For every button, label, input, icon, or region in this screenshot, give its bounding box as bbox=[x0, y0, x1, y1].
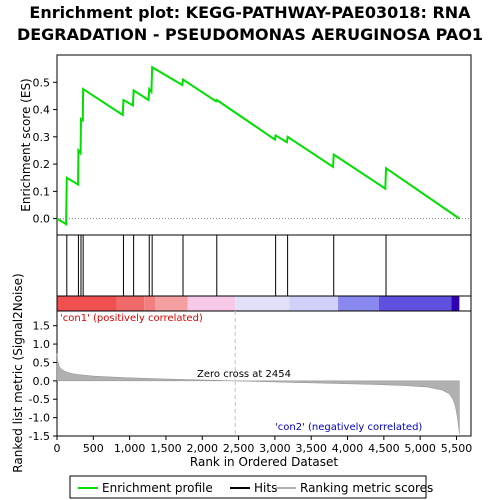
hits-group bbox=[66, 235, 387, 296]
x-tick-label: 1,000 bbox=[114, 442, 146, 455]
ranking-color-bar bbox=[57, 296, 460, 311]
color-bar-segment bbox=[116, 296, 145, 311]
color-bar-segment bbox=[187, 296, 236, 311]
color-bar-segment bbox=[155, 296, 188, 311]
color-bar-segment bbox=[57, 296, 117, 311]
metric-tick-label: -0.5 bbox=[29, 393, 50, 406]
x-tick-label: 5,000 bbox=[404, 442, 436, 455]
es-axis: 0.0 0.1 0.2 0.3 0.4 0.5 bbox=[33, 76, 471, 226]
x-tick-label: 3,500 bbox=[295, 442, 327, 455]
x-axis-label: Rank in Ordered Dataset bbox=[190, 455, 338, 469]
chart-title-line-2: DEGRADATION - PSEUDOMONAS AERUGINOSA PAO… bbox=[17, 25, 483, 44]
color-bar-segment bbox=[338, 296, 379, 311]
metric-tick-label: 0.0 bbox=[33, 375, 51, 388]
es-tick-label: 0.3 bbox=[33, 131, 51, 144]
x-tick-label: 1,500 bbox=[150, 442, 182, 455]
metric-tick-label: -1.0 bbox=[29, 412, 50, 425]
legend: Enrichment profile Hits Ranking metric s… bbox=[69, 475, 433, 499]
metric-tick-label: 1.5 bbox=[33, 320, 51, 333]
x-tick-label: 3,000 bbox=[259, 442, 291, 455]
es-tick-label: 0.0 bbox=[33, 213, 51, 226]
color-bar-segment bbox=[235, 296, 290, 311]
x-tick-label: 2,500 bbox=[223, 442, 255, 455]
color-bar-segment bbox=[378, 296, 452, 311]
x-tick-label: 500 bbox=[83, 442, 104, 455]
color-bar-segment bbox=[144, 296, 156, 311]
x-tick-label: 4,000 bbox=[332, 442, 364, 455]
legend-es-label: Enrichment profile bbox=[102, 481, 213, 495]
positive-correlation-label: 'con1' (positively correlated) bbox=[60, 313, 203, 324]
es-profile-line bbox=[56, 65, 460, 226]
x-tick-label: 4,500 bbox=[368, 442, 400, 455]
color-bar-segment bbox=[451, 296, 460, 311]
es-axis-label: Enrichment score (ES) bbox=[19, 78, 33, 211]
metric-tick-label: 1.0 bbox=[33, 338, 51, 351]
x-tick-label: 5,500 bbox=[441, 442, 473, 455]
metric-panel-frame bbox=[56, 310, 472, 437]
hits-panel-frame bbox=[56, 234, 472, 297]
zero-cross-label: Zero cross at 2454 bbox=[197, 369, 291, 380]
metric-tick-label: 0.5 bbox=[33, 356, 51, 369]
chart-title-line-1: Enrichment plot: KEGG-PATHWAY-PAE03018: … bbox=[29, 3, 471, 22]
negative-correlation-label: 'con2' (negatively correlated) bbox=[275, 422, 422, 433]
metric-tick-label: -1.5 bbox=[29, 430, 50, 443]
metric-axis-label: Ranked list metric (Signal2Noise) bbox=[11, 273, 25, 472]
metric-area bbox=[56, 353, 460, 435]
es-tick-label: 0.5 bbox=[33, 76, 51, 89]
es-panel-frame bbox=[56, 54, 472, 236]
legend-metric-label: Ranking metric scores bbox=[300, 481, 433, 495]
legend-hits-label: Hits bbox=[254, 481, 277, 495]
es-tick-label: 0.2 bbox=[33, 158, 51, 171]
color-bar-segment bbox=[289, 296, 339, 311]
x-axis: 0 500 1,000 1,500 2,000 2,500 3,000 3,500 4,000 4… bbox=[54, 436, 473, 455]
x-tick-label: 0 bbox=[54, 442, 61, 455]
metric-axis: 1.5 1.0 0.5 0.0 -0.5 -1.0 -1.5 bbox=[29, 320, 57, 443]
es-tick-label: 0.1 bbox=[33, 185, 51, 198]
es-tick-label: 0.4 bbox=[33, 104, 51, 117]
x-tick-label: 2,000 bbox=[187, 442, 219, 455]
